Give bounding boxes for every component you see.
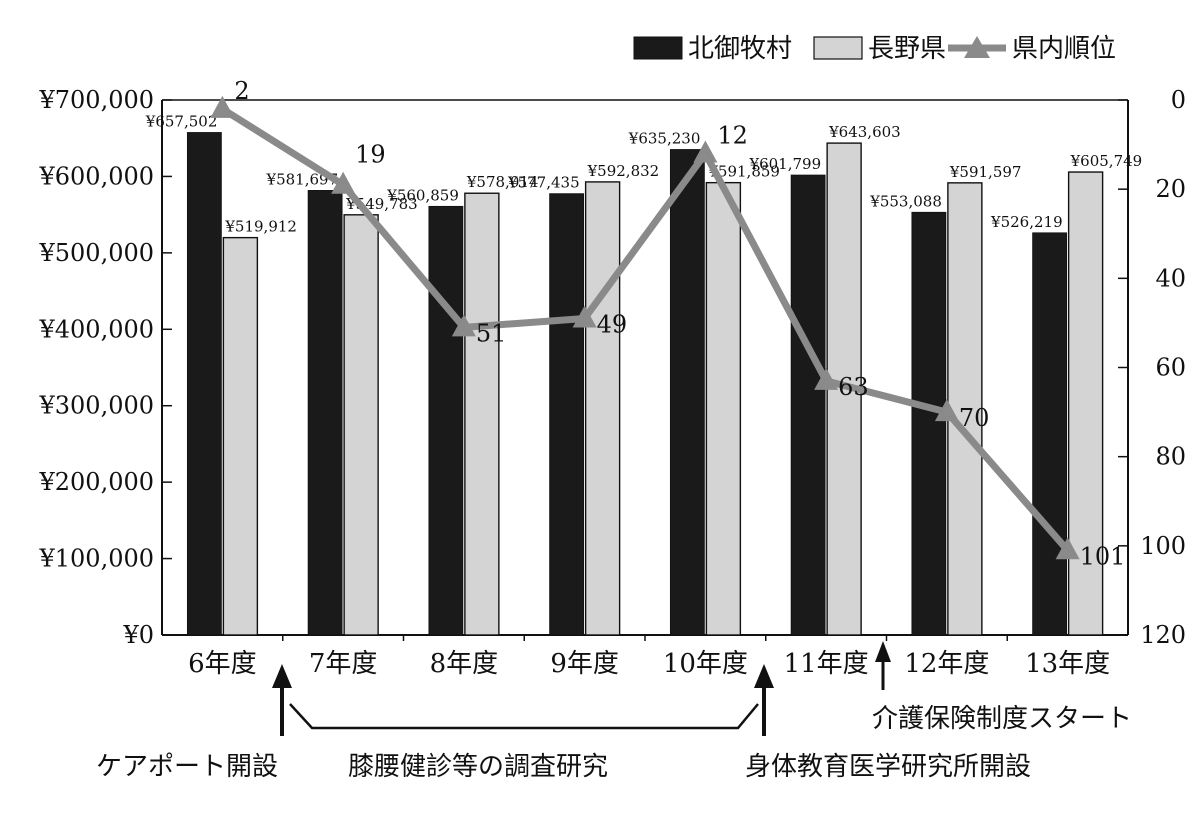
value-label-kitamimaki: ¥553,088 <box>869 192 942 210</box>
legend-label-kitamimaki: 北御牧村 <box>688 34 792 64</box>
bar-kitamimaki <box>911 211 947 636</box>
category-label: 13年度 <box>1025 649 1110 679</box>
arrow-institute-head <box>754 664 774 688</box>
bar-kitamimaki <box>549 193 585 636</box>
left-tick-label: ¥100,000 <box>38 545 154 573</box>
value-label-nagano: ¥592,832 <box>587 162 660 180</box>
category-labels: 6年度 7年度 8年度 9年度 10年度 11年度 12年度 13年度 <box>188 635 1110 679</box>
rank-label: 12 <box>717 122 748 150</box>
value-label-nagano: ¥605,749 <box>1070 152 1143 170</box>
left-tick-label: ¥500,000 <box>38 239 154 267</box>
category-label: 7年度 <box>309 649 378 679</box>
bar-kitamimaki <box>790 174 826 636</box>
category-label: 12年度 <box>904 649 989 679</box>
rank-line-series: 2 19 51 49 12 63 70 101 <box>210 77 1125 570</box>
rank-marker <box>814 367 839 390</box>
rank-label: 2 <box>234 77 249 105</box>
category-label: 11年度 <box>784 649 869 679</box>
bar-nagano <box>705 181 742 636</box>
legend-label-rank: 県内順位 <box>1012 34 1116 64</box>
rank-label: 63 <box>838 373 869 401</box>
left-tick-label: ¥200,000 <box>38 468 154 496</box>
right-axis-ticks: 0 20 40 60 80 100 120 <box>1118 86 1186 649</box>
right-tick-label: 0 <box>1171 86 1186 114</box>
right-tick-label: 100 <box>1140 532 1186 560</box>
value-label-kitamimaki: ¥601,799 <box>749 155 822 173</box>
rank-marker <box>1055 537 1080 560</box>
right-tick-label: 120 <box>1140 621 1186 649</box>
left-tick-label: ¥300,000 <box>38 392 154 420</box>
annotation-care-port: ケアポート開設 <box>96 752 278 782</box>
legend: 北御牧村 長野県 県内順位 <box>633 34 1116 64</box>
bar-nagano <box>947 182 983 636</box>
bar-kitamimaki <box>1032 232 1068 636</box>
rank-label: 49 <box>597 310 628 338</box>
value-label-nagano: ¥578,014 <box>466 173 539 191</box>
value-label-kitamimaki: ¥526,219 <box>990 213 1063 231</box>
bar-nagano <box>343 214 379 636</box>
rank-label: 101 <box>1080 542 1126 570</box>
arrow-care-port-head <box>272 664 292 688</box>
rank-marker <box>693 140 718 163</box>
rank-marker <box>572 305 597 328</box>
bar-kitamimaki <box>186 132 222 636</box>
rank-label: 70 <box>959 404 990 432</box>
left-tick-label: ¥700,000 <box>38 86 154 114</box>
value-label-kitamimaki: ¥581,697 <box>266 170 339 188</box>
value-label-nagano: ¥643,603 <box>828 123 901 141</box>
arrow-insurance-head <box>875 641 891 662</box>
rank-line <box>220 105 1071 553</box>
value-label-nagano: ¥519,912 <box>224 218 297 236</box>
bar-nagano <box>584 181 621 636</box>
left-tick-label: ¥0 <box>122 621 154 649</box>
left-tick-label: ¥600,000 <box>38 162 154 190</box>
rank-marker <box>210 95 235 118</box>
value-label-nagano: ¥591,597 <box>949 163 1022 181</box>
right-tick-label: 40 <box>1155 264 1186 292</box>
value-label-nagano: ¥591,859 <box>707 163 780 181</box>
legend-label-nagano: 長野県 <box>868 34 946 64</box>
rank-marker <box>451 314 476 337</box>
legend-swatch-kitamimaki <box>633 36 683 60</box>
category-label: 6年度 <box>188 649 257 679</box>
rank-label: 51 <box>476 319 507 347</box>
bar-nagano <box>464 192 500 636</box>
value-label-kitamimaki: ¥560,859 <box>386 186 459 204</box>
bar-kitamimaki <box>307 190 343 636</box>
category-label: 9年度 <box>550 649 619 679</box>
bar-value-labels: ¥657,502 ¥581,697 ¥560,859 ¥577,435 ¥635,230… <box>145 112 1142 235</box>
value-label-kitamimaki: ¥635,230 <box>628 130 701 148</box>
bar-nagano <box>222 236 259 636</box>
rank-label: 19 <box>355 141 386 169</box>
annotation-insurance: 介護保険制度スタート <box>872 704 1132 734</box>
bar-kitamimaki <box>669 149 705 636</box>
annotation-survey: 膝腰健診等の調査研究 <box>348 752 608 782</box>
legend-marker-rank <box>964 36 990 58</box>
right-tick-label: 60 <box>1155 354 1186 382</box>
annotation-institute: 身体教育医学研究所開設 <box>745 752 1031 782</box>
left-axis-ticks: ¥0 ¥100,000 ¥200,000 ¥300,000 ¥400,000 ¥500,0… <box>38 86 172 649</box>
research-bracket <box>289 703 759 730</box>
right-tick-label: 20 <box>1155 175 1186 203</box>
legend-swatch-nagano <box>813 36 863 60</box>
annotations: ケアポート開設 膝腰健診等の調査研究 身体教育医学研究所開設 介護保険制度スター… <box>96 641 1132 782</box>
rank-marker <box>331 171 356 194</box>
value-label-kitamimaki: ¥577,435 <box>507 174 580 192</box>
value-label-kitamimaki: ¥657,502 <box>145 112 218 130</box>
category-label: 10年度 <box>663 649 748 679</box>
bar-series <box>186 132 1104 636</box>
bar-kitamimaki <box>428 205 464 636</box>
rank-marker <box>934 399 959 422</box>
right-tick-label: 80 <box>1155 443 1186 471</box>
category-label: 8年度 <box>430 649 499 679</box>
left-tick-label: ¥400,000 <box>38 315 154 343</box>
